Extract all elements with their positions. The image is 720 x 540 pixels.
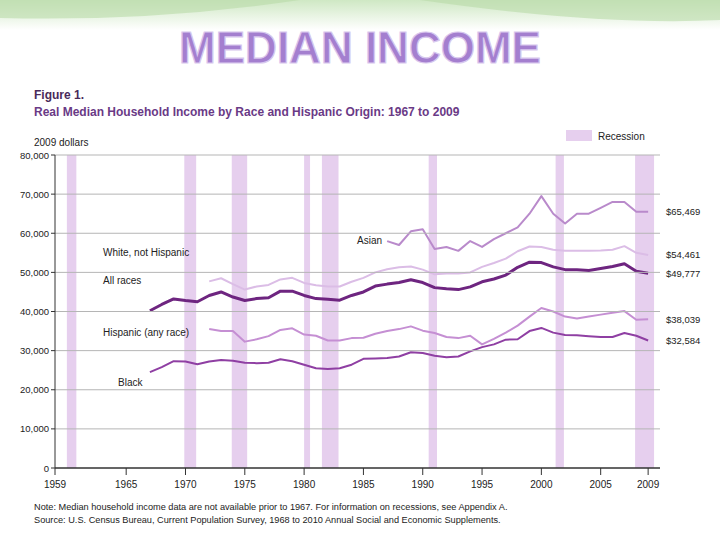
y-tick	[51, 155, 55, 156]
note: Source: U.S. Census Bureau, Current Popu…	[34, 515, 501, 525]
y-tick-label: 60,000	[20, 228, 49, 239]
series-label: All races	[103, 275, 141, 286]
x-tick-label: 2009	[637, 479, 660, 490]
x-tick	[482, 468, 483, 475]
figure-label: Figure 1.	[34, 88, 84, 102]
x-tick	[600, 468, 601, 475]
grid-line	[55, 311, 660, 312]
series-line	[387, 196, 648, 251]
grid-line	[55, 428, 660, 429]
grid-line	[55, 350, 660, 351]
series-label: White, not Hispanic	[103, 247, 189, 258]
chart-svg: MEDIAN INCOME Figure 1. Real Median Househ…	[0, 0, 720, 540]
legend-label: Recession	[598, 131, 645, 142]
x-tick-label: 1965	[115, 479, 138, 490]
y-tick	[51, 468, 55, 469]
x-tick-label: 1975	[234, 479, 257, 490]
chart-title: Real Median Household Income by Race and…	[34, 105, 460, 119]
grid-line	[55, 194, 660, 195]
series-line	[150, 328, 648, 372]
y-tick-label: 30,000	[20, 345, 49, 356]
slide-decoration	[420, 0, 720, 21]
y-tick-label: 20,000	[20, 384, 49, 395]
x-tick-label: 1980	[293, 479, 316, 490]
end-label: $65,469	[666, 206, 700, 217]
series-line	[209, 308, 648, 344]
y-tick-label: 70,000	[20, 189, 49, 200]
x-tick-label: 1995	[471, 479, 494, 490]
y-tick	[51, 194, 55, 195]
grid-line	[55, 389, 660, 390]
x-tick-label: 1990	[412, 479, 435, 490]
grid-line	[55, 272, 660, 273]
slide: MEDIAN INCOME Figure 1. Real Median Househ…	[0, 0, 720, 540]
slide-decoration	[0, 0, 300, 19]
x-tick	[648, 468, 649, 475]
x-tick-label: 1959	[44, 479, 67, 490]
series-label: Hispanic (any race)	[103, 327, 189, 338]
y-axis-label: 2009 dollars	[34, 137, 88, 148]
x-axis-line	[55, 468, 660, 469]
y-tick	[51, 428, 55, 429]
grid-line	[55, 233, 660, 234]
y-tick-label: 50,000	[20, 267, 49, 278]
series-label: Asian	[357, 235, 382, 246]
y-tick	[51, 389, 55, 390]
series-label: Black	[118, 377, 143, 388]
series-line	[209, 246, 648, 289]
x-tick-label: 2000	[530, 479, 553, 490]
y-tick	[51, 233, 55, 234]
x-tick	[304, 468, 305, 475]
end-label: $38,039	[666, 314, 700, 325]
series-line	[150, 262, 648, 311]
x-tick	[55, 468, 56, 475]
y-axis-line	[55, 155, 56, 468]
x-tick	[244, 468, 245, 475]
x-tick	[126, 468, 127, 475]
y-tick	[51, 311, 55, 312]
x-tick	[541, 468, 542, 475]
slide-title: MEDIAN INCOME	[179, 23, 541, 72]
legend-swatch	[566, 130, 592, 141]
end-label: $32,584	[666, 335, 700, 346]
x-tick-label: 1985	[352, 479, 375, 490]
end-label: $49,777	[666, 268, 700, 279]
x-tick-label: 1970	[174, 479, 197, 490]
x-tick	[363, 468, 364, 475]
y-tick	[51, 272, 55, 273]
y-tick-label: 40,000	[20, 306, 49, 317]
y-tick	[51, 350, 55, 351]
y-tick-label: 10,000	[20, 423, 49, 434]
x-tick	[185, 468, 186, 475]
note: Note: Median household income data are n…	[34, 502, 507, 512]
x-tick-label: 2005	[590, 479, 613, 490]
x-tick	[422, 468, 423, 475]
grid-line	[55, 468, 660, 469]
y-tick-label: 80,000	[20, 150, 49, 161]
end-label: $54,461	[666, 249, 700, 260]
y-tick-label: 0	[44, 463, 49, 474]
axes: 0 10,000 20,000 30,000 40,000 50,000 60,000 70,…	[20, 150, 660, 491]
grid-line	[55, 155, 660, 156]
